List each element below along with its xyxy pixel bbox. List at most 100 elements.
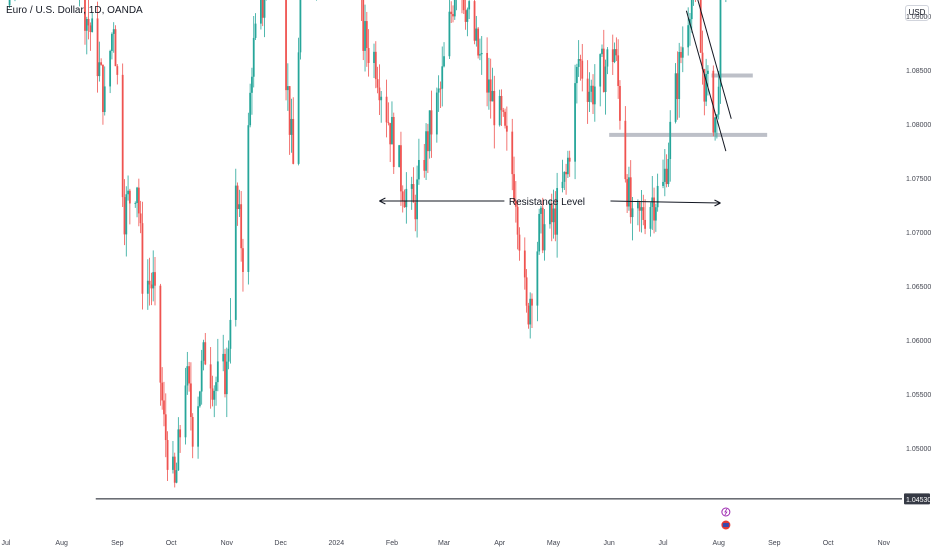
candle-body [127,190,129,195]
candle-body [601,48,603,55]
candle-body [462,0,465,11]
candle-body [190,383,192,418]
candle-body [590,85,593,92]
candle-body [8,0,11,6]
price-tick-label: 1.08500 [906,68,931,75]
candle-body [667,158,670,185]
candle-body [561,181,564,189]
candle-body [109,50,112,87]
time-tick-label: Sep [768,540,781,547]
candle-body [488,79,490,93]
time-tick-label: Aug [712,540,725,547]
candle-body [541,207,544,251]
candle-body [288,86,291,135]
candle-body [387,122,390,124]
support-zone [711,73,753,78]
candle-body [238,204,241,210]
candle-body [125,194,128,235]
annotation-arrow-right-head [714,199,721,207]
event-flag-glyph [722,523,729,527]
candle-body [680,51,682,58]
price-tick-label: 1.07000 [906,230,931,237]
candle-body [538,213,541,252]
candle-body [286,86,289,91]
candle-body [247,125,250,272]
candle-body [362,0,365,51]
candle-body [392,116,395,167]
time-tick-label: Jul [2,540,11,547]
candle-body [172,456,174,470]
price-tick-label: 1.07500 [906,176,931,183]
candle-body [252,37,255,77]
zones: 1.10100 [609,73,768,137]
candle-body [191,417,194,447]
candle-body [489,79,492,102]
candle-body [188,366,191,384]
candle-body [401,191,404,202]
candle-body [148,280,151,285]
candle-body [665,168,668,185]
currency-button[interactable]: USD [905,5,929,21]
candle-body [707,70,709,74]
candle-body [202,342,205,361]
time-tick-label: Nov [221,540,234,547]
candle-body [669,121,672,159]
candle-body [690,0,693,20]
candle-body [198,391,201,407]
time-tick-label: Aug [55,540,68,547]
candle-body [251,76,253,93]
candle-body [486,52,489,93]
candle-body [263,0,266,18]
candle-body [606,49,609,67]
candle-body [629,177,632,218]
candle-body [475,28,478,41]
candle-body [285,0,287,91]
candle-body [367,48,370,63]
candle-body [441,66,444,89]
candle-body [714,117,716,133]
candle-body [225,361,228,395]
candle-body [128,190,131,204]
candle-body [566,157,569,175]
candle-body [123,197,126,235]
candle-body [654,207,657,221]
candle-body [493,90,496,126]
resistance-level-label: Resistance Level [509,197,585,208]
candle-body [391,116,393,145]
candle-body [426,131,429,152]
candle-body [100,62,103,65]
candle-body [204,342,207,365]
candle-body [479,54,481,56]
candle-body [365,21,368,49]
candle-body [656,185,659,208]
candle-body [405,188,408,208]
candle-body [602,48,605,92]
candle-body [260,0,262,24]
candle-body [299,0,302,53]
time-tick-label: Apr [494,540,506,547]
time-tick-label: Oct [823,540,834,547]
candle-body [134,203,137,204]
candle-body [240,204,243,249]
candle-body [504,111,506,126]
candle-body [414,202,417,220]
candle-body [150,284,153,289]
candle-body [565,171,567,175]
price-tick-label: 1.05000 [906,446,931,453]
candle-body [531,298,533,306]
candle-body [712,70,715,133]
candle-body [177,429,180,471]
candle-body [87,18,90,26]
candle-body [505,125,508,132]
candle-body [164,414,167,441]
candle-body [161,382,164,401]
candle-body [554,208,557,235]
candle-body [613,49,616,63]
candle-body [653,197,655,221]
candle-body [249,92,252,126]
price-tick-label: 1.09000 [906,14,931,21]
candle-body [85,18,88,31]
candle-body [617,55,620,86]
candles [8,0,727,488]
